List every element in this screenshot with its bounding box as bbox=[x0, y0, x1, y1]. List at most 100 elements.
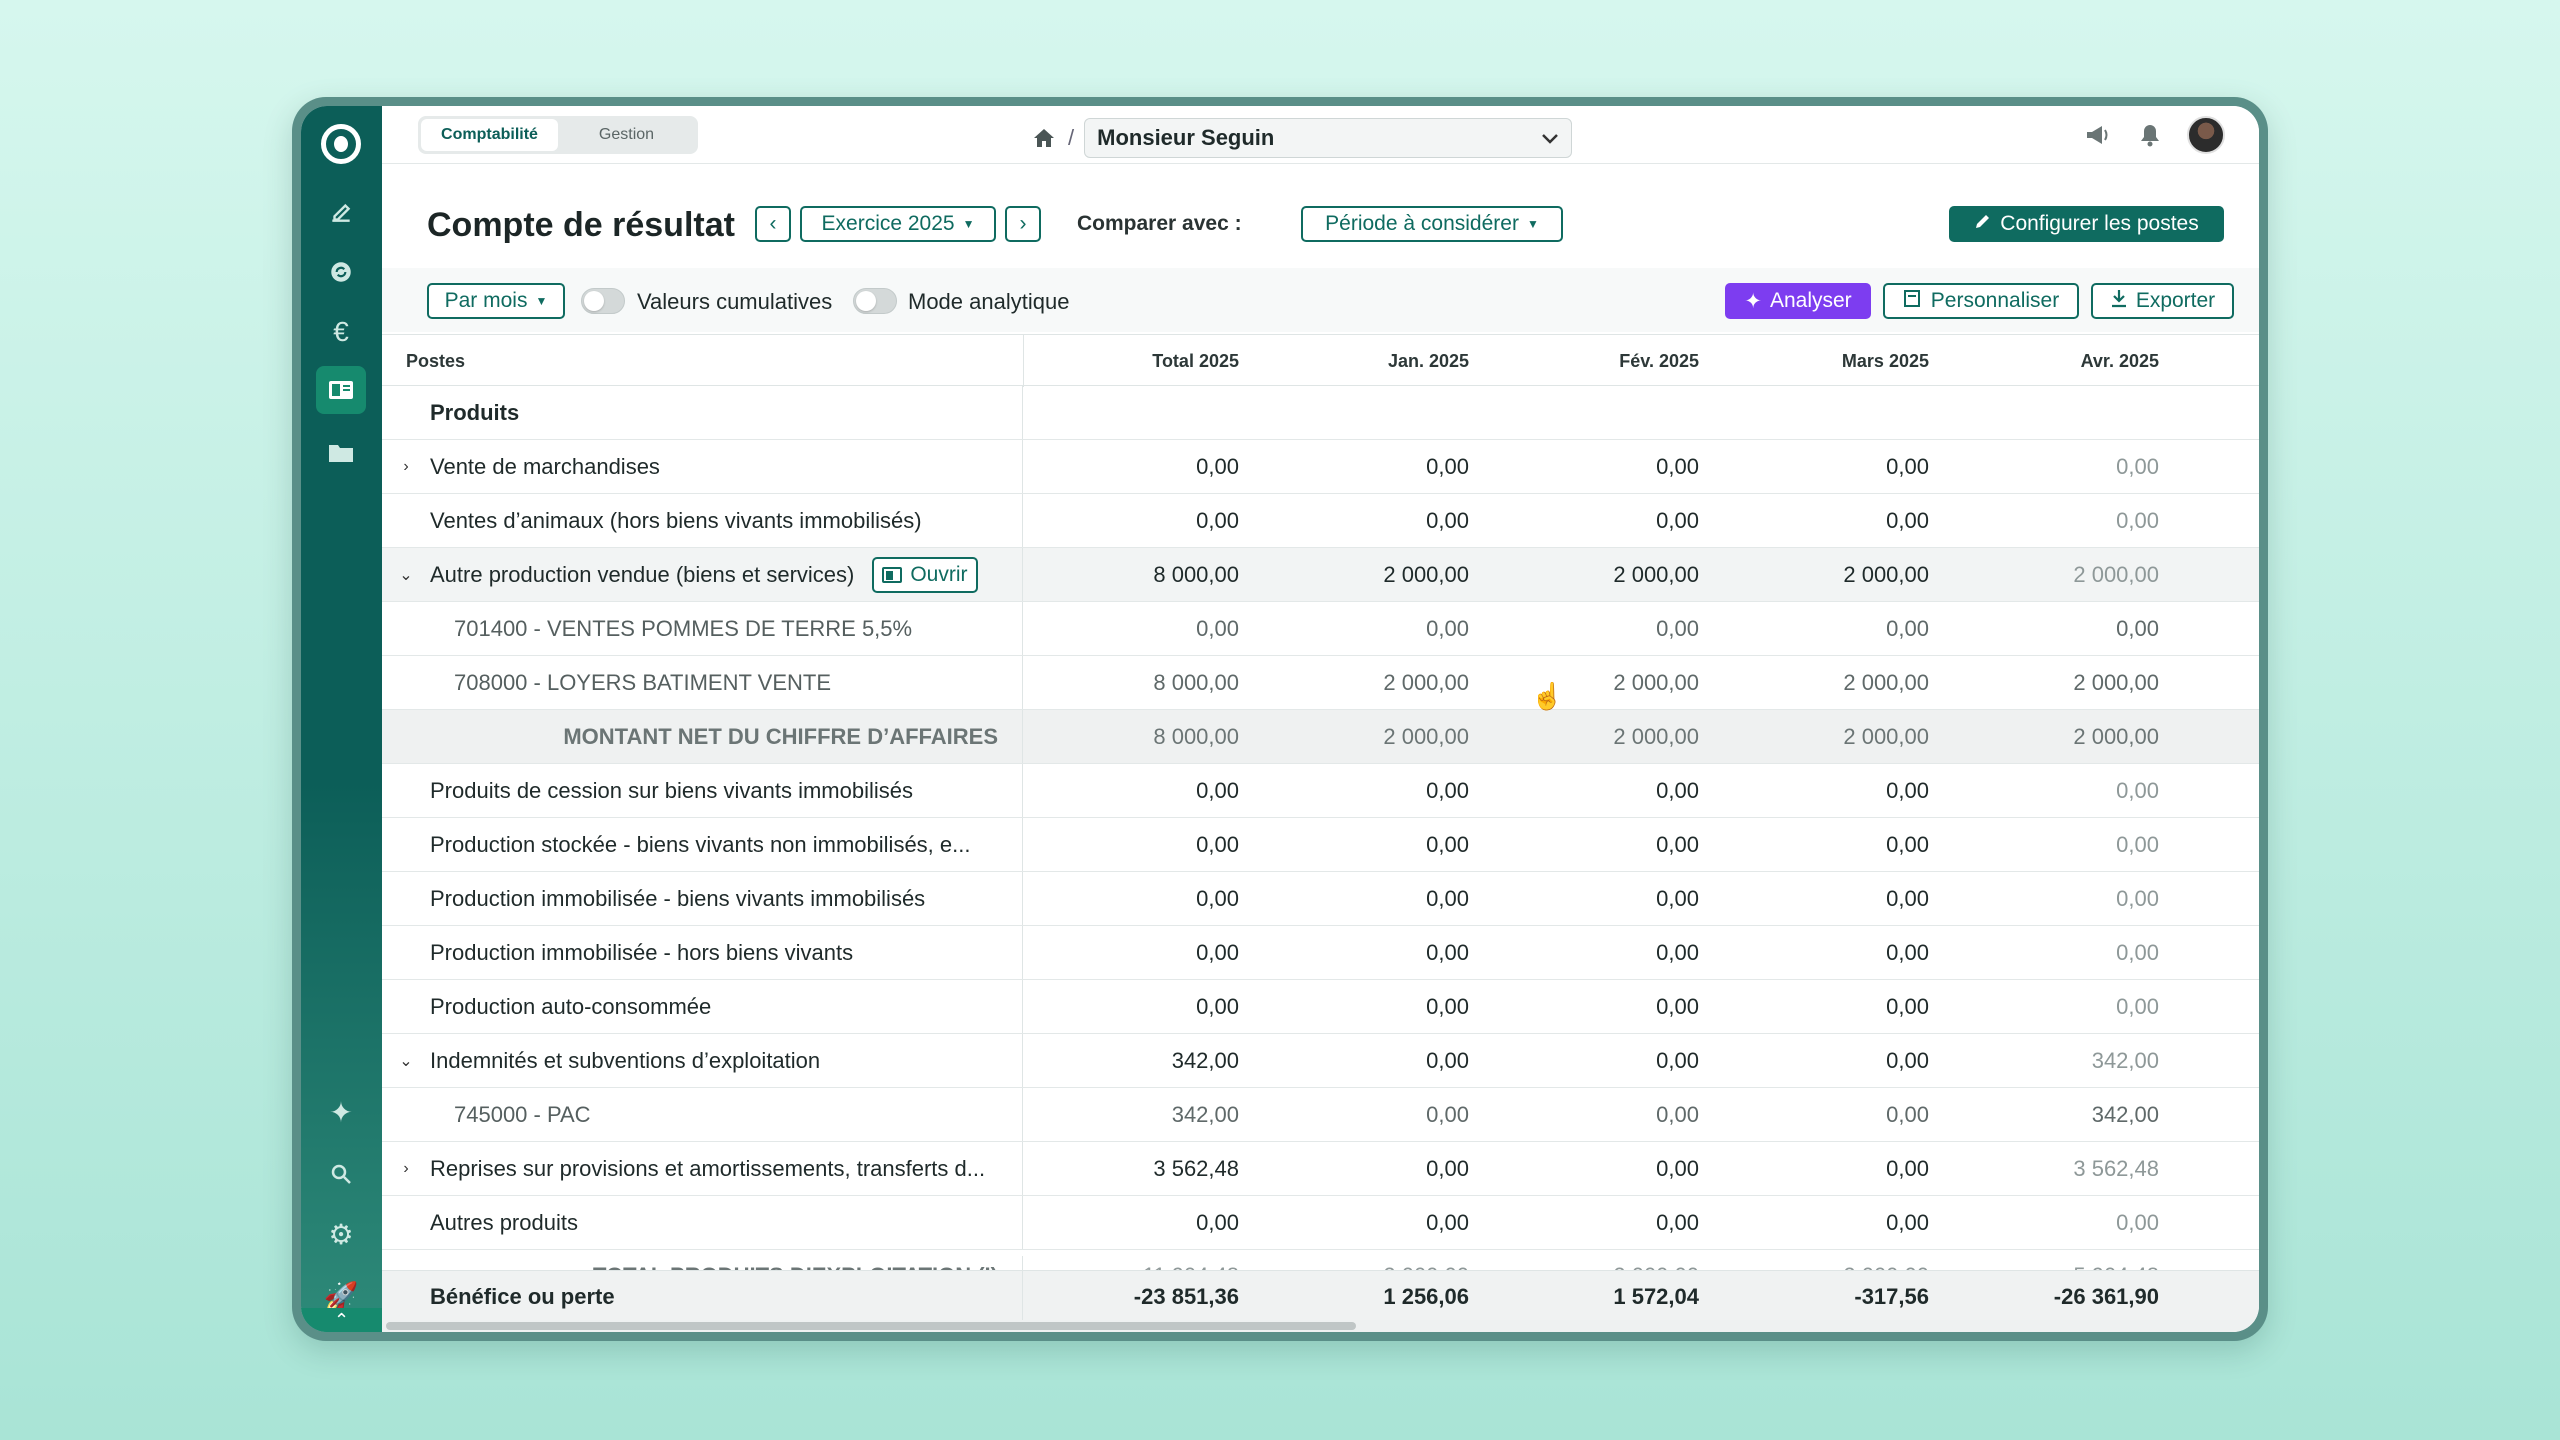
table-row: Production auto-consommée 0,00 0,00 0,00 0,0… bbox=[382, 980, 2259, 1034]
value-cell: 0,00 bbox=[1886, 453, 1929, 479]
profit-loss-total: -23 851,36 bbox=[1133, 1283, 1239, 1309]
analyze-button[interactable]: ✦ Analyser bbox=[1725, 283, 1871, 319]
sparkle-icon: ✦ bbox=[1744, 289, 1762, 313]
value-cell: 0,00 bbox=[2116, 777, 2159, 803]
euro-icon[interactable]: € bbox=[333, 316, 349, 347]
table-row[interactable]: › Reprises sur provisions et amortissemen… bbox=[382, 1142, 2259, 1196]
value-cell: 0,00 bbox=[1426, 831, 1469, 857]
exercise-select[interactable]: Exercice 2025 ▼ bbox=[800, 206, 996, 242]
value-cell: 0,00 bbox=[2116, 507, 2159, 533]
value-cell: 2 000,00 bbox=[1843, 561, 1929, 587]
cumulative-toggle[interactable] bbox=[581, 288, 625, 314]
value-cell: 0,00 bbox=[1426, 1155, 1469, 1181]
profit-loss-row: Bénéfice ou perte -23 851,36 1 256,06 1 … bbox=[382, 1270, 2259, 1322]
top-bar: Comptabilité Gestion / Monsieur Seguin bbox=[382, 106, 2259, 164]
chevron-right-icon[interactable]: › bbox=[403, 457, 409, 475]
home-icon[interactable] bbox=[1030, 124, 1058, 152]
gear-icon[interactable]: ⚙ bbox=[328, 1218, 354, 1250]
value-cell: 0,00 bbox=[1426, 777, 1469, 803]
horizontal-scrollbar[interactable] bbox=[382, 1320, 2259, 1332]
next-period-button[interactable]: › bbox=[1005, 206, 1041, 242]
table-row[interactable]: ⌄ Autre production vendue (biens et servi… bbox=[382, 548, 2259, 602]
profit-loss-jan: 1 256,06 bbox=[1383, 1283, 1469, 1309]
caret-down-icon: ▼ bbox=[535, 294, 548, 308]
analytic-toggle[interactable] bbox=[853, 288, 897, 314]
col-total: Total 2025 bbox=[1152, 351, 1239, 371]
configure-button[interactable]: Configurer les postes bbox=[1949, 206, 2224, 242]
personalize-button[interactable]: Personnaliser bbox=[1883, 283, 2079, 319]
value-cell: 2 000,00 bbox=[2073, 669, 2159, 695]
export-button[interactable]: Exporter bbox=[2091, 283, 2234, 319]
table-row: Produits de cession sur biens vivants im… bbox=[382, 764, 2259, 818]
row-label-cell: Production stockée - biens vivants non i… bbox=[382, 818, 1023, 871]
breadcrumb: / Monsieur Seguin bbox=[1030, 118, 1573, 158]
tab-comptabilite[interactable]: Comptabilité bbox=[421, 119, 558, 151]
income-statement-table: Postes Total 2025 Jan. 2025 Fév. 2025 Ma… bbox=[382, 334, 2259, 1250]
compare-select[interactable]: Période à considérer ▼ bbox=[1301, 206, 1563, 242]
value-cell: 0,00 bbox=[2116, 885, 2159, 911]
row-label-cell: MONTANT NET DU CHIFFRE D’AFFAIRES bbox=[382, 710, 1023, 763]
value-cell: 0,00 bbox=[1426, 1101, 1469, 1127]
avatar[interactable] bbox=[2187, 116, 2225, 154]
chevron-down-icon[interactable]: ⌄ bbox=[399, 566, 413, 584]
pencil-icon bbox=[1974, 212, 1992, 236]
megaphone-icon[interactable] bbox=[2083, 120, 2113, 150]
pencil-icon[interactable] bbox=[316, 188, 366, 236]
exercise-label: Exercice 2025 bbox=[821, 212, 955, 235]
value-cell: 0,00 bbox=[1656, 939, 1699, 965]
book-icon[interactable] bbox=[316, 366, 366, 414]
chevron-right-icon[interactable]: › bbox=[403, 1159, 409, 1177]
table-header: Postes Total 2025 Jan. 2025 Fév. 2025 Ma… bbox=[382, 334, 2259, 387]
book-icon bbox=[882, 566, 903, 583]
value-cell: 0,00 bbox=[1426, 885, 1469, 911]
app-logo-icon[interactable] bbox=[321, 124, 361, 164]
chevron-down-icon[interactable]: ⌄ bbox=[399, 1052, 413, 1070]
row-label-cell: ⌄ Autre production vendue (biens et servi… bbox=[382, 548, 1023, 601]
scrollbar-thumb[interactable] bbox=[386, 1322, 1356, 1330]
col-mar: Mars 2025 bbox=[1841, 351, 1929, 371]
tab-gestion[interactable]: Gestion bbox=[598, 126, 655, 143]
download-icon bbox=[2110, 288, 2128, 314]
rocket-icon[interactable]: 🚀 bbox=[323, 1280, 359, 1312]
col-postes: Postes bbox=[406, 351, 466, 371]
partial-total-value: 2 000,00 bbox=[1699, 1256, 1929, 1270]
prev-period-button[interactable]: ‹ bbox=[755, 206, 791, 242]
sidebar: € ✦ ⚙ 🚀 ? ⌃ bbox=[301, 106, 382, 1332]
value-cell: 342,00 bbox=[2091, 1101, 2159, 1127]
value-cell: 0,00 bbox=[1196, 507, 1239, 533]
caret-down-icon: ▼ bbox=[962, 217, 975, 231]
value-cell: 342,00 bbox=[1171, 1101, 1239, 1127]
value-cell: 0,00 bbox=[1426, 453, 1469, 479]
profit-loss-label: Bénéfice ou perte bbox=[382, 1271, 1023, 1322]
value-cell: 0,00 bbox=[1656, 615, 1699, 641]
table-row[interactable]: › Vente de marchandises 0,00 0,00 0,00 0,00 0,… bbox=[382, 440, 2259, 494]
sync-icon[interactable] bbox=[316, 248, 366, 296]
search-icon[interactable] bbox=[316, 1150, 366, 1198]
value-cell: 8 000,00 bbox=[1153, 723, 1239, 749]
row-label: Production auto-consommée bbox=[430, 993, 712, 1019]
value-cell: 0,00 bbox=[1886, 831, 1929, 857]
row-label: Vente de marchandises bbox=[430, 453, 660, 479]
sparkle-icon[interactable]: ✦ bbox=[329, 1096, 353, 1128]
value-cell: 0,00 bbox=[1426, 615, 1469, 641]
value-cell: 0,00 bbox=[1886, 1101, 1929, 1127]
row-label: 745000 - PAC bbox=[454, 1101, 591, 1127]
open-button[interactable]: Ouvrir bbox=[872, 556, 978, 593]
value-cell: 2 000,00 bbox=[2073, 561, 2159, 587]
value-cell: 0,00 bbox=[1656, 507, 1699, 533]
company-select[interactable]: Monsieur Seguin bbox=[1084, 118, 1573, 158]
profit-loss-apr: -26 361,90 bbox=[2053, 1283, 2159, 1309]
table-row[interactable]: ⌄ Indemnités et subventions d’exploitatio… bbox=[382, 1034, 2259, 1088]
value-cell: 2 000,00 bbox=[1383, 561, 1469, 587]
table-row: 745000 - PAC 342,00 0,00 0,00 0,00 342,00 bbox=[382, 1088, 2259, 1142]
folder-icon[interactable] bbox=[316, 428, 366, 476]
compare-value: Période à considérer bbox=[1325, 212, 1519, 235]
bell-icon[interactable] bbox=[2135, 120, 2165, 150]
collapse-chevron-icon[interactable]: ⌃ bbox=[301, 1308, 382, 1332]
company-name: Monsieur Seguin bbox=[1097, 125, 1275, 150]
period-select[interactable]: Par mois ▼ bbox=[427, 283, 565, 319]
app-content: € ✦ ⚙ 🚀 ? ⌃ Comptabilité Gestion bbox=[301, 106, 2259, 1332]
value-cell: 2 000,00 bbox=[1613, 669, 1699, 695]
row-label-cell: 708000 - LOYERS BATIMENT VENTE bbox=[382, 656, 1023, 709]
row-label-cell: › Vente de marchandises bbox=[382, 440, 1023, 493]
